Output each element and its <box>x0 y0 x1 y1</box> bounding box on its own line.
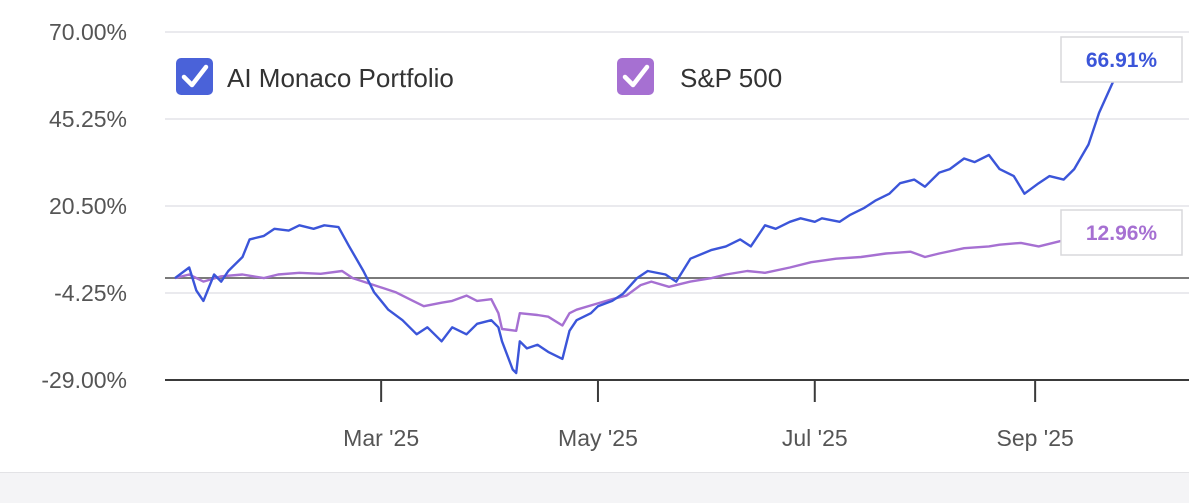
check-icon <box>181 64 209 88</box>
series-line-sp500 <box>174 231 1125 332</box>
end-label-box <box>1060 209 1183 256</box>
x-tick-label: Sep '25 <box>996 425 1073 451</box>
y-tick-label: -29.00% <box>41 367 127 393</box>
end-label-text: 12.96% <box>1086 222 1158 245</box>
y-tick-label: 70.00% <box>49 19 127 45</box>
end-label-box <box>1060 36 1183 83</box>
x-tick-label: Jul '25 <box>782 425 848 451</box>
end-label-text: 66.91% <box>1086 49 1158 72</box>
legend-item-ai-monaco-portfolio[interactable]: AI Monaco Portfolio <box>176 58 454 95</box>
x-axis: Mar '25 May '25 Jul '25 Sep '25 <box>165 379 1189 451</box>
y-tick-label: 45.25% <box>49 106 127 132</box>
legend-label-sp500: S&P 500 <box>680 63 782 93</box>
legend: AI Monaco Portfolio S&P 500 <box>176 58 782 95</box>
check-icon <box>622 64 650 88</box>
legend-item-sp500[interactable]: S&P 500 <box>617 58 782 95</box>
bottom-strip <box>0 472 1189 503</box>
x-tick-label: Mar '25 <box>343 425 419 451</box>
legend-checkbox-ai-monaco-portfolio[interactable] <box>176 58 213 95</box>
x-tick-label: May '25 <box>558 425 638 451</box>
legend-label-ai-monaco-portfolio: AI Monaco Portfolio <box>227 63 454 93</box>
legend-checkbox-sp500[interactable] <box>617 58 654 95</box>
y-tick-label: 20.50% <box>49 193 127 219</box>
end-label-ai-monaco-portfolio: 66.91% <box>1060 36 1183 83</box>
end-labels: 66.91% 12.96% <box>1060 36 1183 256</box>
end-label-sp500: 12.96% <box>1060 209 1183 256</box>
series-line-ai-monaco-portfolio <box>174 42 1126 375</box>
y-tick-label: -4.25% <box>54 280 127 306</box>
series-lines <box>174 42 1126 375</box>
y-axis-ticks: 70.00% 45.25% 20.50% -4.25% -29.00% <box>41 19 127 393</box>
